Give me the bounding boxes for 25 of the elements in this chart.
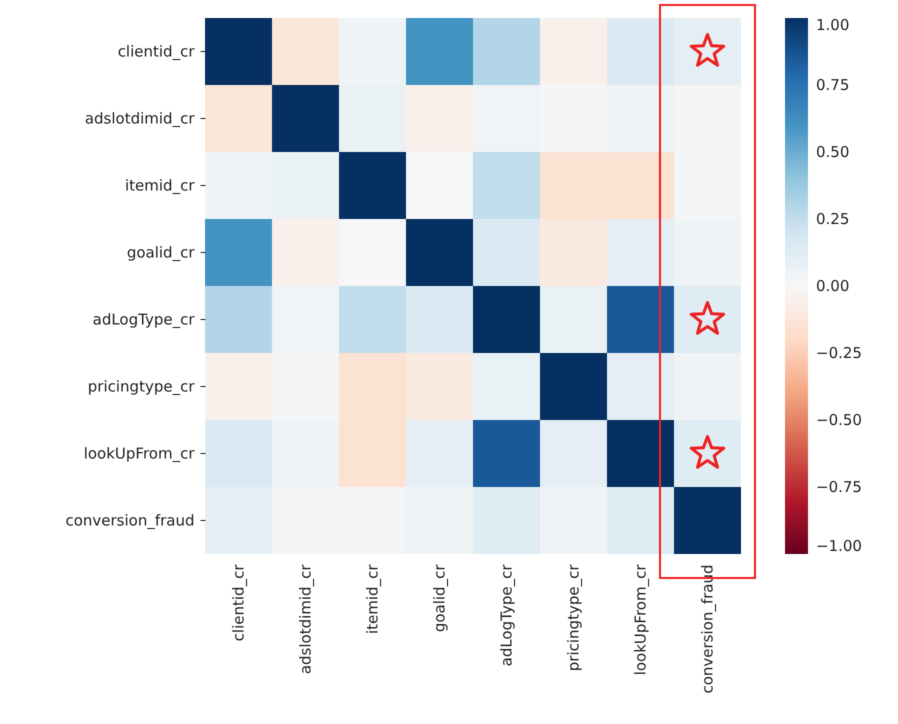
y-tick-label: pricingtype_cr [88,378,196,396]
color-bar-label: −0.50 [816,411,862,429]
color-bar-label: −1.00 [816,537,862,555]
x-tick-label: lookUpFrom_cr [632,564,650,676]
x-tick-label: adslotdimid_cr [296,564,314,674]
y-tick-label: lookUpFrom_cr [84,444,196,462]
x-tick-label: clientid_cr [230,564,248,642]
y-tick-label: adLogType_cr [92,310,196,328]
x-tick-label: itemid_cr [364,564,382,634]
y-tick-label: itemid_cr [125,176,196,194]
y-tick-label: conversion_fraud [65,512,194,530]
color-bar-label: 0.50 [816,143,850,161]
x-tick-label: pricingtype_cr [564,564,582,672]
x-tick-label: goalid_cr [430,564,448,632]
x-tick-label: conversion_fraud [698,564,716,694]
x-tick-label: adLogType_cr [498,564,516,666]
color-bar-label: −0.75 [816,478,862,496]
color-bar-label: 0.00 [816,277,850,295]
color-bar-label: 0.75 [816,76,850,94]
color-bar-label: 0.25 [816,210,850,228]
color-bar-label: −0.25 [816,344,862,362]
y-tick-label: goalid_cr [126,244,196,262]
y-tick-label: clientid_cr [118,42,196,60]
color-bar-label: 1.00 [816,16,850,34]
y-tick-label: adslotdimid_cr [84,110,196,128]
